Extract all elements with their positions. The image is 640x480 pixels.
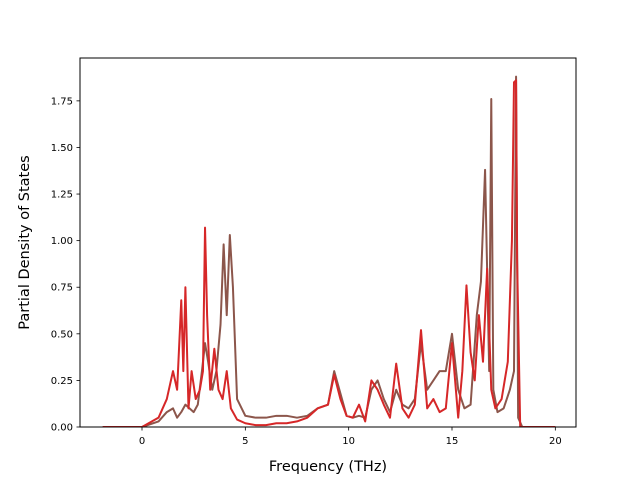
y-tick-label: 1.00 [51, 236, 73, 247]
axes-frame [79, 57, 577, 428]
x-tick-label: 20 [549, 436, 562, 447]
y-tick-label: 1.25 [51, 190, 73, 201]
x-axis-ticks: 0 5 10 15 20 [139, 427, 562, 447]
y-axis-label: Partial Density of States [17, 155, 33, 329]
y-axis-ticks: 0.00 0.25 0.50 0.75 1.00 1.25 1.50 1.75 [51, 96, 80, 434]
series-line-2 [102, 79, 556, 427]
y-tick-label: 1.75 [51, 96, 73, 107]
y-tick-label: 0.75 [51, 283, 73, 294]
x-tick-label: 15 [446, 436, 459, 447]
y-tick-label: 1.50 [51, 143, 73, 154]
y-tick-label: 0.00 [51, 423, 73, 434]
x-tick-label: 0 [139, 436, 145, 447]
x-axis-label: Frequency (THz) [269, 459, 387, 475]
x-tick-label: 10 [342, 436, 355, 447]
series-layer [102, 75, 556, 427]
y-tick-label: 0.25 [51, 376, 73, 387]
y-tick-label: 0.50 [51, 329, 73, 340]
plot-area [102, 75, 556, 427]
x-tick-label: 5 [242, 436, 248, 447]
